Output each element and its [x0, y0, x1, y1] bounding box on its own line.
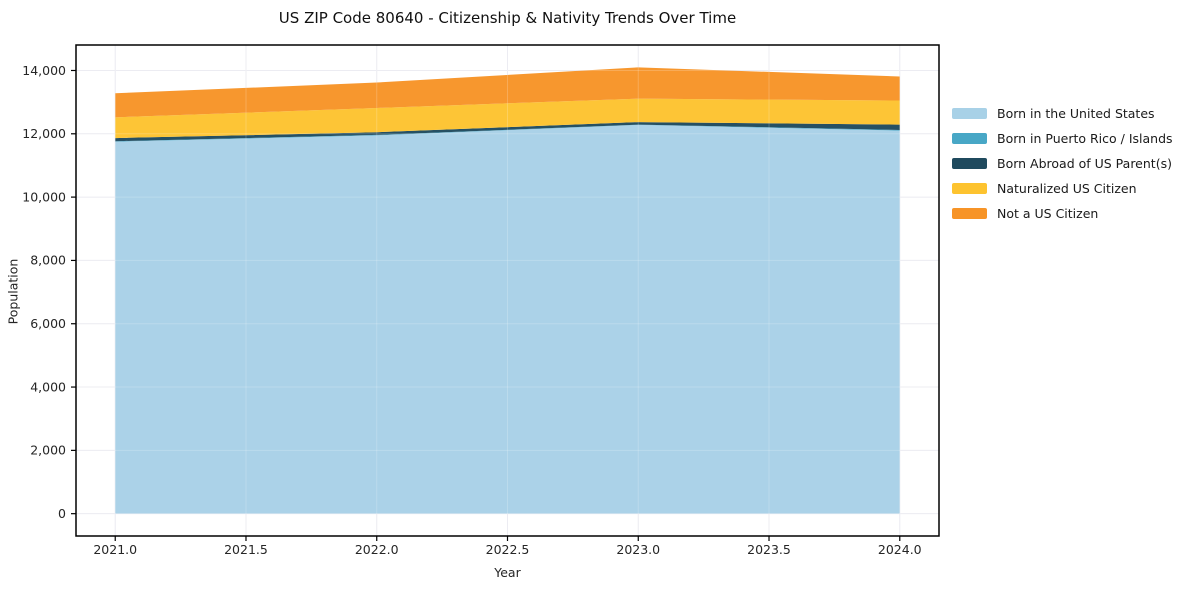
y-tick-label: 8,000	[30, 253, 66, 268]
legend-item-born-abroad-of-us-parent-s: Born Abroad of US Parent(s)	[952, 151, 1173, 176]
area-born-in-the-united-states	[115, 124, 900, 514]
legend-label: Born in the United States	[997, 106, 1155, 121]
x-axis-label: Year	[494, 565, 521, 580]
x-tick-label: 2021.0	[93, 542, 137, 557]
y-axis-label: Population	[5, 258, 21, 325]
y-tick-label: 10,000	[22, 189, 66, 204]
legend-item-born-in-puerto-rico-islands: Born in Puerto Rico / Islands	[952, 126, 1173, 151]
legend-swatch-icon	[952, 108, 987, 119]
x-tick-label: 2021.5	[224, 542, 268, 557]
x-tick-label: 2023.0	[616, 542, 660, 557]
y-tick-label: 2,000	[30, 443, 66, 458]
y-tick-label: 4,000	[30, 379, 66, 394]
legend-swatch-icon	[952, 133, 987, 144]
legend: Born in the United States Born in Puerto …	[952, 101, 1173, 226]
legend-item-naturalized-us-citizen: Naturalized US Citizen	[952, 176, 1173, 201]
legend-label: Not a US Citizen	[997, 206, 1099, 221]
legend-swatch-icon	[952, 208, 987, 219]
x-tick-label: 2024.0	[878, 542, 922, 557]
area-not-a-us-citizen	[115, 67, 900, 118]
area-naturalized-us-citizen	[115, 98, 900, 139]
x-tick-label: 2022.0	[355, 542, 399, 557]
legend-swatch-icon	[952, 158, 987, 169]
y-tick-label: 6,000	[30, 316, 66, 331]
legend-label: Naturalized US Citizen	[997, 181, 1137, 196]
y-tick-label: 14,000	[22, 63, 66, 78]
area-born-abroad-of-us-parent-s	[115, 122, 900, 142]
y-tick-label: 12,000	[22, 126, 66, 141]
x-tick-label: 2023.5	[747, 542, 791, 557]
legend-item-not-a-us-citizen: Not a US Citizen	[952, 201, 1173, 226]
legend-label: Born in Puerto Rico / Islands	[997, 131, 1173, 146]
x-tick-label: 2022.5	[486, 542, 530, 557]
y-tick-label: 0	[58, 506, 66, 521]
legend-swatch-icon	[952, 183, 987, 194]
legend-label: Born Abroad of US Parent(s)	[997, 156, 1172, 171]
legend-item-born-in-the-united-states: Born in the United States	[952, 101, 1173, 126]
chart-title: US ZIP Code 80640 - Citizenship & Nativi…	[278, 9, 737, 27]
